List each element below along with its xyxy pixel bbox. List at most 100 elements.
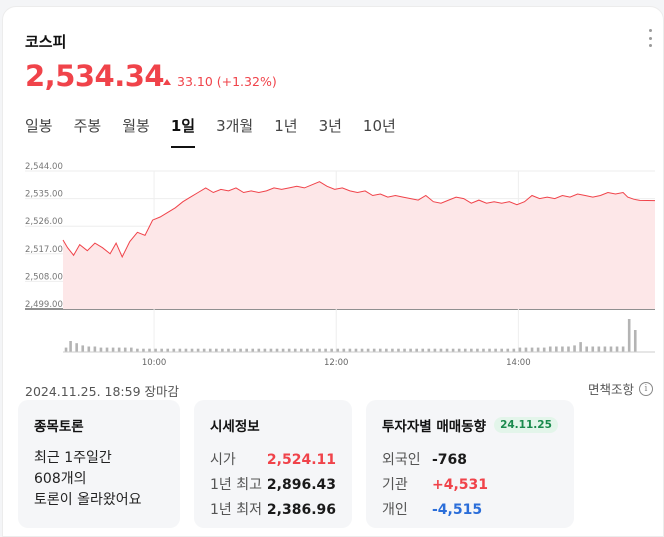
volume-bar bbox=[257, 348, 261, 352]
volume-bar bbox=[69, 341, 72, 352]
y-tick-label: 2,526.00 bbox=[25, 217, 63, 227]
volume-bar bbox=[263, 348, 267, 352]
volume-bar bbox=[275, 348, 279, 352]
tab-daily[interactable]: 일봉 bbox=[25, 117, 53, 135]
volume-bar bbox=[208, 348, 212, 352]
tab-10year[interactable]: 10년 bbox=[362, 117, 396, 135]
more-options-icon[interactable] bbox=[647, 29, 653, 47]
volume-bar bbox=[87, 346, 91, 352]
volume-bar bbox=[403, 348, 406, 352]
intraday-chart[interactable]: 2,544.00 2,535.00 2,526.00 2,517.00 2,508.00… bbox=[3, 157, 663, 369]
volume-bar bbox=[318, 348, 321, 352]
quote-label: 1년 최고 bbox=[210, 477, 262, 493]
current-price: 2,534.34 bbox=[25, 59, 165, 93]
discussion-title: 종목토론 bbox=[34, 419, 84, 435]
volume-bar bbox=[105, 347, 109, 352]
volume-bar bbox=[548, 346, 552, 352]
volume-bar bbox=[524, 347, 528, 352]
volume-bar bbox=[506, 348, 510, 352]
volume-bar bbox=[512, 348, 516, 352]
quote-row-low: 1년 최저 2,386.96 bbox=[210, 498, 336, 523]
volume-bar bbox=[415, 348, 418, 352]
volume-bar bbox=[354, 348, 358, 352]
quote-label: 1년 최저 bbox=[210, 502, 262, 518]
investor-row-institution: 기관 +4,531 bbox=[382, 473, 558, 498]
discussion-line-3: 토론이 올라왔어요 bbox=[34, 492, 142, 508]
volume-bar bbox=[409, 348, 412, 352]
volume-bar bbox=[366, 348, 370, 352]
quote-title: 시세정보 bbox=[210, 419, 260, 435]
quote-value: 2,524.11 bbox=[266, 452, 336, 468]
volume-bar bbox=[561, 346, 564, 352]
volume-bar bbox=[300, 348, 303, 352]
investor-header: 투자자별 매매동향 24.11.25 bbox=[382, 415, 558, 435]
investor-value: -768 bbox=[432, 452, 468, 468]
volume-bar bbox=[542, 347, 546, 352]
volume-bar bbox=[597, 346, 601, 352]
volume-bar bbox=[378, 348, 382, 352]
volume-bar bbox=[488, 348, 491, 352]
volume-bar bbox=[457, 348, 461, 352]
volume-bar bbox=[196, 348, 200, 352]
volume-bar bbox=[330, 348, 333, 352]
volume-bar bbox=[421, 348, 425, 352]
quote-box[interactable]: 시세정보 시가 2,524.11 1년 최고 2,896.43 1년 최저 2,… bbox=[194, 400, 352, 528]
volume-bar bbox=[536, 347, 540, 352]
info-icon: i bbox=[639, 381, 653, 396]
volume-bar bbox=[64, 347, 68, 352]
y-tick-label: 2,517.00 bbox=[25, 245, 63, 255]
volume-bar bbox=[555, 346, 558, 352]
volume-bar bbox=[470, 348, 473, 352]
up-arrow-icon bbox=[163, 78, 171, 85]
volume-bar bbox=[633, 330, 637, 352]
volume-bar bbox=[99, 347, 103, 352]
market-timestamp: 2024.11.25. 18:59 장마감 bbox=[25, 384, 180, 399]
discussion-line-2: 608개의 bbox=[34, 471, 87, 487]
volume-bar bbox=[239, 348, 242, 352]
volume-bar bbox=[184, 348, 188, 352]
volume-bar bbox=[463, 348, 467, 352]
tab-1year[interactable]: 1년 bbox=[274, 117, 298, 135]
volume-bar bbox=[615, 346, 619, 352]
volume-bar bbox=[251, 348, 255, 352]
discussion-box[interactable]: 종목토론 최근 1주일간 608개의 토론이 올라왔어요 bbox=[18, 400, 180, 528]
volume-bar bbox=[312, 348, 315, 352]
volume-bar bbox=[603, 346, 607, 352]
investor-label: 외국인 bbox=[382, 452, 421, 468]
volume-bar bbox=[427, 348, 431, 352]
disclaimer-link[interactable]: 면책조항 i bbox=[588, 379, 653, 398]
disclaimer-label: 면책조항 bbox=[587, 382, 634, 397]
quote-row-high: 1년 최고 2,896.43 bbox=[210, 473, 336, 498]
volume-bar bbox=[518, 347, 522, 352]
volume-bar bbox=[621, 346, 625, 352]
quote-value: 2,896.43 bbox=[266, 477, 336, 493]
tab-3year[interactable]: 3년 bbox=[318, 117, 342, 135]
investor-title: 투자자별 매매동향 bbox=[382, 419, 487, 435]
volume-bar bbox=[585, 346, 588, 352]
investor-row-foreign: 외국인 -768 bbox=[382, 448, 558, 473]
tab-monthly[interactable]: 월봉 bbox=[122, 117, 150, 135]
price-area bbox=[63, 181, 655, 309]
volume-bar bbox=[130, 347, 133, 352]
tab-weekly[interactable]: 주봉 bbox=[73, 117, 102, 135]
volume-bar bbox=[530, 347, 534, 352]
y-tick-label: 2,535.00 bbox=[25, 190, 63, 200]
volume-bar bbox=[372, 348, 376, 352]
investor-box[interactable]: 투자자별 매매동향 24.11.25 외국인 -768 기관 +4,531 개인… bbox=[366, 400, 574, 528]
volume-bar bbox=[324, 348, 327, 352]
volume-bar bbox=[293, 348, 297, 352]
volume-bar bbox=[202, 348, 206, 352]
volume-bar bbox=[579, 342, 582, 352]
y-tick-label: 2,499.00 bbox=[25, 300, 63, 310]
volume-bar bbox=[494, 348, 497, 352]
investor-row-individual: 개인 -4,515 bbox=[382, 498, 558, 523]
volume-bar bbox=[81, 345, 85, 352]
tab-1day[interactable]: 1일 bbox=[170, 115, 196, 148]
volume-bar bbox=[269, 348, 273, 352]
volume-bar bbox=[342, 348, 346, 352]
volume-bar bbox=[609, 346, 613, 352]
tab-3month[interactable]: 3개월 bbox=[216, 117, 254, 135]
x-tick-label: 10:00 bbox=[142, 358, 167, 368]
index-title[interactable]: 코스피 bbox=[25, 33, 67, 51]
y-tick-label: 2,544.00 bbox=[25, 162, 63, 172]
